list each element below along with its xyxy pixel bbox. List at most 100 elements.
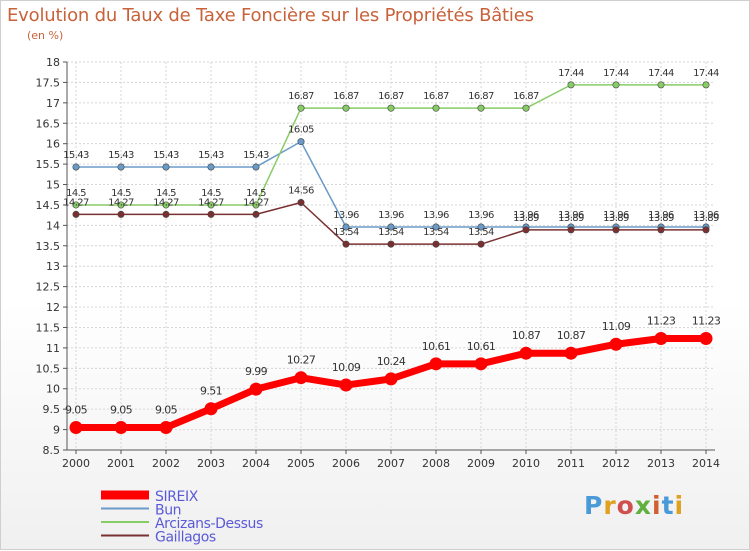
x-tick-label: 2004 <box>242 457 270 470</box>
data-point <box>207 210 215 218</box>
data-label: 13.96 <box>558 210 584 221</box>
x-tick-label: 2008 <box>422 457 450 470</box>
y-tick-label: 14.5 <box>36 199 61 212</box>
data-point <box>699 332 713 346</box>
data-point <box>477 223 485 231</box>
data-label: 9.99 <box>245 365 268 378</box>
legend-label: SIREIX <box>155 489 199 505</box>
data-point <box>474 357 488 371</box>
data-label: 13.96 <box>378 210 404 221</box>
y-unit-label: (en %) <box>27 29 64 42</box>
data-point <box>204 402 218 416</box>
data-label: 17.44 <box>693 68 719 79</box>
data-label: 14.27 <box>243 197 269 208</box>
y-tick-label: 12 <box>46 301 60 314</box>
data-label: 10.61 <box>467 340 496 353</box>
data-point <box>207 163 215 171</box>
data-point <box>432 223 440 231</box>
data-point <box>72 163 80 171</box>
data-label: 14.5 <box>156 188 176 199</box>
x-tick-label: 2002 <box>152 457 180 470</box>
data-point <box>117 201 125 209</box>
x-tick-label: 2001 <box>107 457 135 470</box>
data-label: 14.5 <box>201 188 221 199</box>
data-point <box>657 226 665 234</box>
data-point <box>162 201 170 209</box>
data-point <box>117 163 125 171</box>
data-point <box>432 240 440 248</box>
y-tick-label: 8.5 <box>43 444 61 457</box>
data-point <box>567 81 575 89</box>
data-label: 10.87 <box>557 329 586 342</box>
data-label: 13.54 <box>468 227 494 238</box>
data-point <box>477 240 485 248</box>
x-tick-label: 2012 <box>602 457 630 470</box>
data-label: 9.51 <box>200 385 222 398</box>
data-point <box>72 201 80 209</box>
data-label: 17.44 <box>558 68 584 79</box>
data-label: 9.05 <box>110 404 133 417</box>
data-label: 15.43 <box>153 150 179 161</box>
y-tick-label: 18 <box>46 56 60 69</box>
data-point <box>252 163 260 171</box>
data-point <box>522 226 530 234</box>
data-point <box>609 337 623 351</box>
data-point <box>114 421 128 435</box>
data-label: 14.5 <box>66 188 86 199</box>
data-label: 14.27 <box>108 197 134 208</box>
x-tick-label: 2006 <box>332 457 360 470</box>
data-label: 14.5 <box>246 188 266 199</box>
data-label: 17.44 <box>603 68 629 79</box>
data-label: 13.96 <box>513 210 539 221</box>
data-label: 10.27 <box>287 354 316 367</box>
legend-label: Gaillagos <box>155 530 216 546</box>
y-tick-label: 10 <box>46 383 60 396</box>
y-tick-label: 11 <box>46 342 60 355</box>
data-label: 15.43 <box>198 150 224 161</box>
data-label: 13.96 <box>333 210 359 221</box>
data-point <box>339 378 353 392</box>
chart-title: Evolution du Taux de Taxe Foncière sur l… <box>7 5 534 26</box>
data-label: 13.54 <box>378 227 404 238</box>
data-label: 17.44 <box>648 68 674 79</box>
data-point <box>522 104 530 112</box>
data-point <box>297 138 305 146</box>
data-point <box>297 198 305 206</box>
data-point <box>387 223 395 231</box>
data-point <box>519 346 533 360</box>
data-point <box>252 210 260 218</box>
legend-label: Arcizans-Dessus <box>155 516 263 532</box>
y-tick-label: 16 <box>46 138 60 151</box>
data-label: 10.09 <box>332 361 361 374</box>
data-label: 13.89 <box>603 213 629 224</box>
y-tick-label: 15.5 <box>36 158 61 171</box>
data-point <box>384 372 398 386</box>
data-point <box>72 210 80 218</box>
y-tick-label: 9.5 <box>43 403 61 416</box>
y-tick-label: 13 <box>46 260 60 273</box>
data-label: 15.43 <box>108 150 134 161</box>
data-point <box>342 104 350 112</box>
data-point <box>702 226 710 234</box>
y-tick-label: 13.5 <box>36 240 61 253</box>
data-label: 16.87 <box>333 91 359 102</box>
data-label: 16.87 <box>513 91 539 102</box>
y-tick-label: 16.5 <box>36 117 61 130</box>
data-label: 11.09 <box>602 320 631 333</box>
data-point <box>387 104 395 112</box>
data-point <box>207 201 215 209</box>
data-label: 14.56 <box>288 185 314 196</box>
y-tick-label: 17 <box>46 97 60 110</box>
data-label: 13.96 <box>468 210 494 221</box>
data-label: 16.87 <box>468 91 494 102</box>
data-point <box>162 210 170 218</box>
x-tick-label: 2014 <box>692 457 720 470</box>
y-tick-label: 14 <box>46 219 60 232</box>
data-label: 14.27 <box>153 197 179 208</box>
data-point <box>294 371 308 385</box>
data-point <box>702 81 710 89</box>
data-point <box>252 201 260 209</box>
data-label: 14.27 <box>63 197 89 208</box>
proxiti-logo: Proxiti <box>584 491 685 520</box>
